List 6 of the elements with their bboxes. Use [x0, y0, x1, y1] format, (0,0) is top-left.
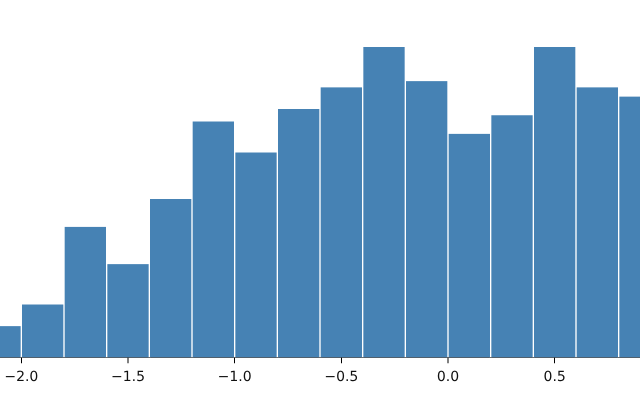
x-tick-label: 0.0 — [436, 369, 460, 386]
x-tick-label: −1.5 — [111, 369, 145, 386]
x-tick-label: −1.0 — [218, 369, 252, 386]
x-tick-label: 0.5 — [544, 369, 566, 386]
x-tick-label: −2.0 — [4, 369, 38, 386]
x-tick-label: −0.5 — [324, 369, 358, 386]
